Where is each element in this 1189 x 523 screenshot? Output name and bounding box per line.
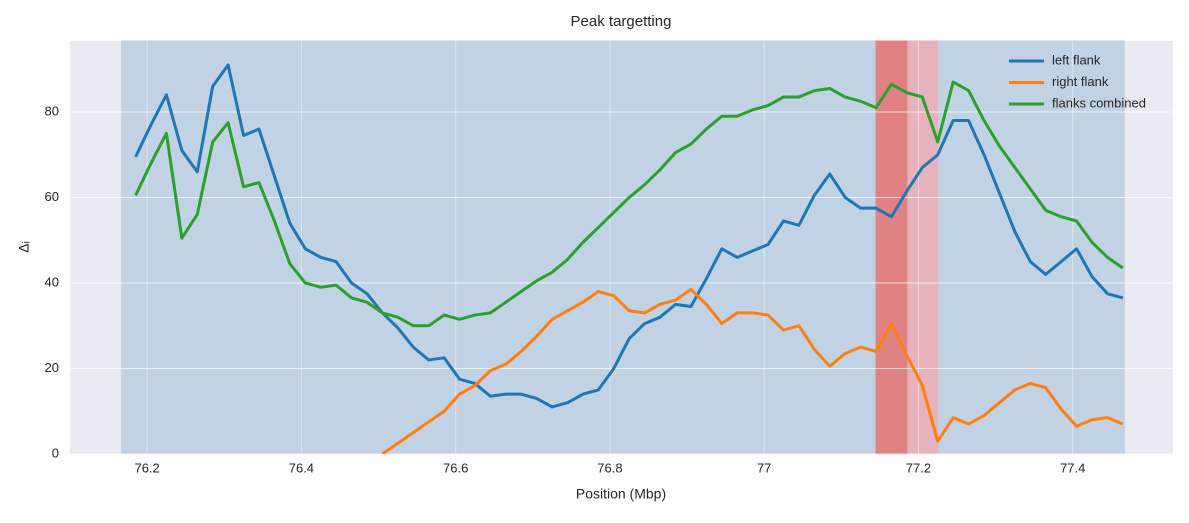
x-tick-label: 76.2 [134,460,159,475]
data-line [381,287,1124,454]
data-line [134,63,1124,409]
data-line [134,80,1124,328]
span [875,40,908,455]
y-tick-label: 0 [52,445,59,460]
y-tick-label: 80 [45,103,59,118]
x-axis-label: Position (Mbp) [576,486,666,502]
y-tick-label: 20 [45,360,59,375]
legend-label: left flank [1052,52,1101,67]
x-tick-label: 77.4 [1060,460,1085,475]
x-tick-label: 77.2 [906,460,931,475]
x-tick-label: 76.8 [597,460,622,475]
legend-label: flanks combined [1052,95,1146,110]
y-tick-label: 60 [45,189,59,204]
y-axis-label: Δᵢ [16,241,32,253]
x-tick-label: 76.4 [289,460,314,475]
x-tick-label: 76.6 [443,460,468,475]
y-tick-label: 40 [45,274,59,289]
span [121,40,1125,455]
chart-title: Peak targetting [571,13,672,30]
x-tick-label: 77 [757,460,771,475]
legend-label: right flank [1052,74,1109,89]
